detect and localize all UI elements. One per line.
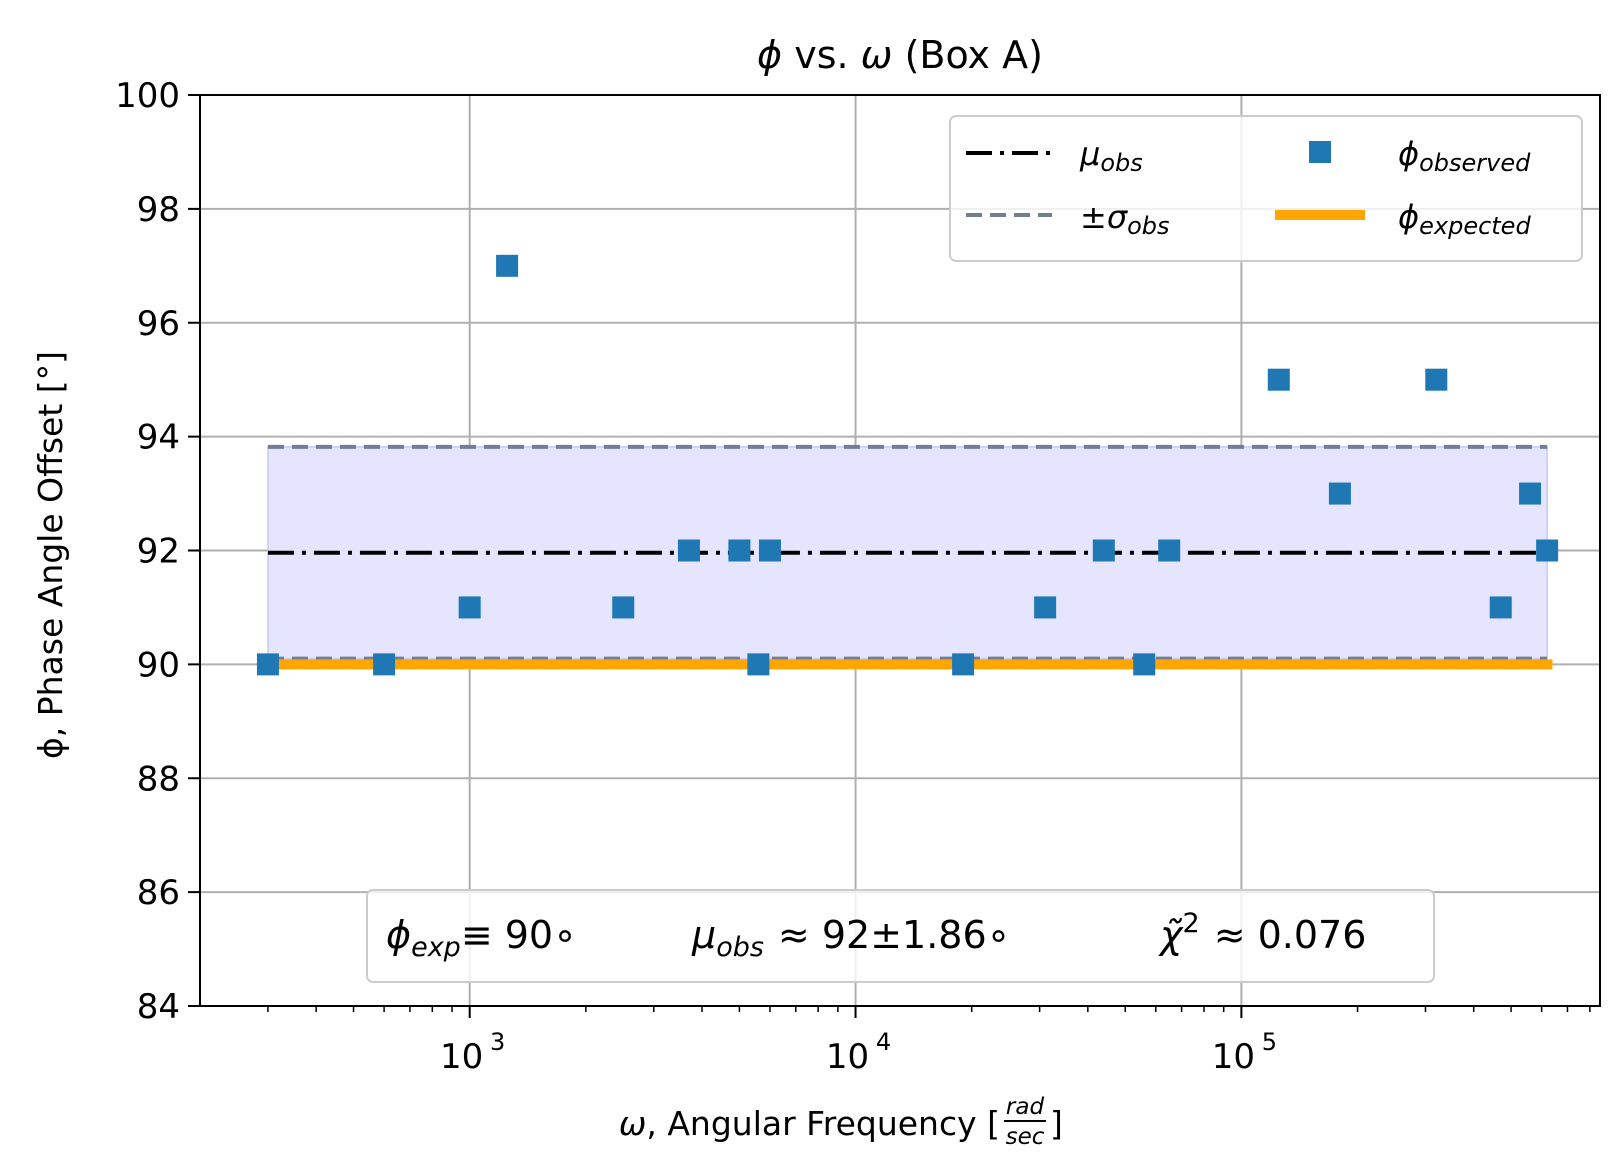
observed-point <box>1328 482 1351 505</box>
xlabel-unit-den: sec <box>1006 1124 1045 1150</box>
y-tick-label: 94 <box>137 418 180 458</box>
svg-text:ω, Angular Frequency [: ω, Angular Frequency [ <box>619 1104 1000 1143</box>
annotation-box <box>366 889 1435 983</box>
observed-point <box>728 539 751 562</box>
observed-point <box>758 539 781 562</box>
chart-title: ϕ vs. ω (Box A) <box>757 33 1043 77</box>
legend-observed-marker <box>1309 141 1331 163</box>
x-tick-label: 10 <box>440 1037 483 1077</box>
observed-point <box>256 653 279 676</box>
observed-point <box>677 539 700 562</box>
legend-observed-label: ϕobserved <box>1398 135 1531 177</box>
y-tick-label: 88 <box>137 759 180 799</box>
xlabel-omega: ω <box>619 1104 647 1143</box>
xlabel-unit-num: rad <box>1006 1094 1045 1120</box>
observed-point <box>1034 596 1057 619</box>
observed-point <box>1133 653 1156 676</box>
observed-point <box>612 596 635 619</box>
y-tick-label: 96 <box>137 304 180 344</box>
x-axis-label: ω, Angular Frequency [ rad sec ] <box>619 1094 1063 1150</box>
observed-point <box>1158 539 1181 562</box>
y-tick-label: 90 <box>137 645 180 685</box>
observed-point <box>458 596 481 619</box>
legend-mu-label: μobs <box>1079 135 1143 177</box>
series-lines <box>267 550 1553 670</box>
x-tick-exponent: 4 <box>876 1028 891 1056</box>
observed-point <box>373 653 396 676</box>
y-tick-label: 86 <box>137 873 180 913</box>
xlabel-text: , Angular Frequency [ <box>646 1104 1000 1143</box>
title-box: (Box A) <box>892 33 1042 77</box>
observed-point <box>747 653 770 676</box>
y-axis-label: ϕ, Phase Angle Offset [°] <box>31 351 70 759</box>
y-tick-label: 84 <box>137 987 180 1027</box>
legend-expected-label: ϕexpected <box>1398 198 1531 240</box>
x-tick-exponent: 5 <box>1262 1028 1277 1056</box>
observed-point <box>1519 482 1542 505</box>
observed-point <box>1425 368 1448 391</box>
observed-point <box>496 254 519 277</box>
title-vs: vs. <box>782 33 861 77</box>
observed-point <box>1092 539 1115 562</box>
observed-point <box>1536 539 1559 562</box>
annotation-mu-obs: μobs ≈ 92±1.86∘ <box>691 913 1010 963</box>
title-omega: ω <box>861 33 893 77</box>
observed-point <box>1267 368 1290 391</box>
annotation-phi-exp: ϕexp≡ 90∘ <box>386 913 577 963</box>
y-tick-label: 92 <box>137 532 180 572</box>
x-tick-label: 10 <box>826 1037 869 1077</box>
y-axis-ticks: 84 86 88 90 92 94 96 98 100 <box>115 76 200 1027</box>
x-tick-exponent: 3 <box>490 1028 505 1056</box>
title-phi: ϕ <box>757 33 782 77</box>
x-axis-ticks: 10 3 10 4 10 5 <box>267 1006 1591 1077</box>
observed-points <box>256 254 1559 676</box>
stats-annotation: ϕexp≡ 90∘ μobs ≈ 92±1.86∘ χ̃2 ≈ 0.076 <box>366 889 1435 983</box>
y-tick-label: 100 <box>115 76 180 116</box>
annotation-chi2: χ̃2 ≈ 0.076 <box>1158 908 1366 957</box>
legend: μobs ±σobs ϕobserved ϕexpected <box>949 115 1583 262</box>
legend-sigma-label: ±σobs <box>1080 198 1170 240</box>
observed-point <box>1489 596 1512 619</box>
legend-box <box>949 115 1583 262</box>
observed-point <box>952 653 975 676</box>
xlabel-close: ] <box>1050 1104 1063 1143</box>
x-tick-label: 10 <box>1212 1037 1255 1077</box>
y-tick-label: 98 <box>137 190 180 230</box>
